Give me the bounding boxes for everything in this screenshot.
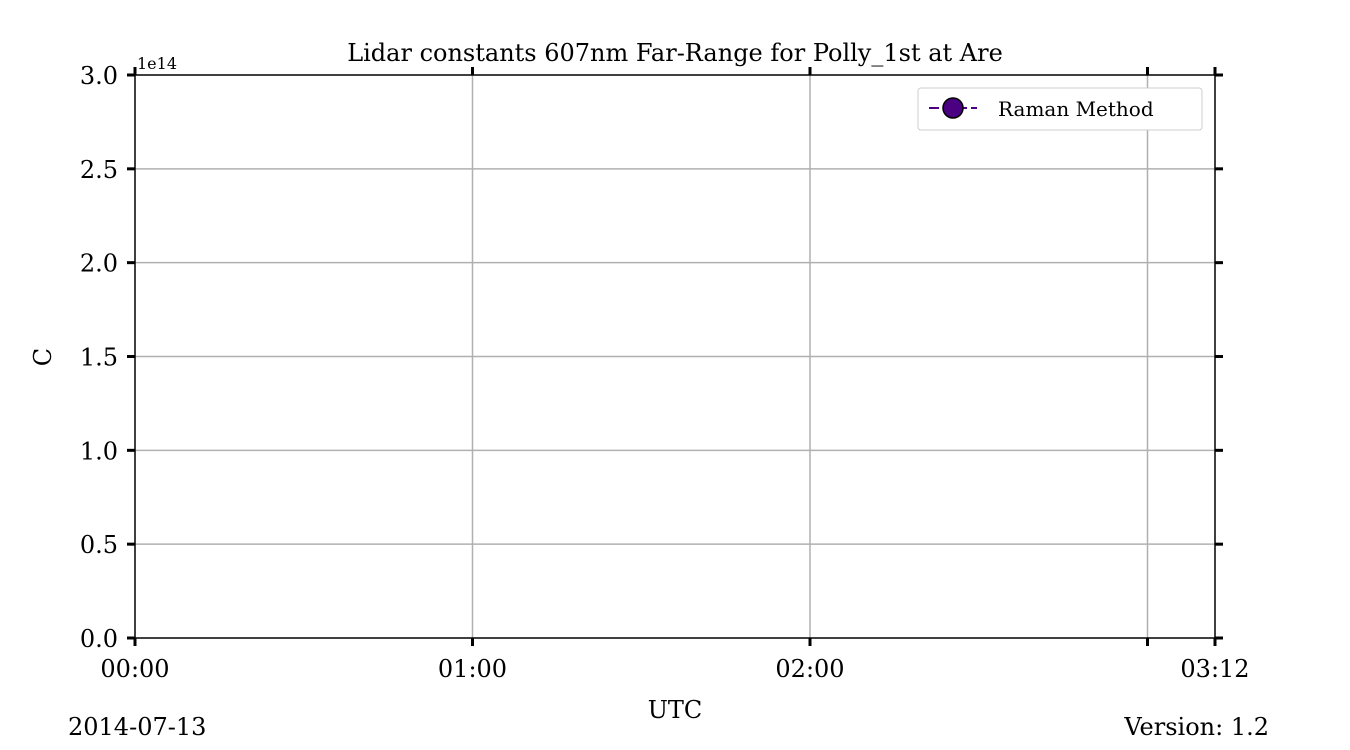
y-tick-label: 3.0 — [80, 62, 118, 90]
y-tick-label: 1.5 — [80, 344, 118, 372]
y-offset-label: 1e14 — [137, 54, 177, 73]
grid-lines — [135, 75, 1215, 638]
x-axis-label: UTC — [648, 696, 703, 724]
chart-title: Lidar constants 607nm Far-Range for Poll… — [347, 39, 1003, 67]
y-tick-label: 2.0 — [80, 250, 118, 278]
x-tick-label: 01:00 — [438, 655, 507, 683]
legend-marker-circle-icon — [942, 97, 964, 119]
footer-version: Version: 1.2 — [1123, 713, 1269, 741]
legend-label-raman-method: Raman Method — [998, 97, 1154, 121]
legend-box — [917, 87, 1203, 131]
y-axis-label: C — [29, 348, 57, 366]
footer-date: 2014-07-13 — [68, 713, 206, 741]
y-tick-label: 2.5 — [80, 156, 118, 184]
y-tick-label: 0.5 — [80, 531, 118, 559]
y-tick-label: 0.0 — [80, 625, 118, 653]
x-tick-label: 02:00 — [775, 655, 844, 683]
x-tick-label: 03:12 — [1180, 655, 1249, 683]
y-tick-label: 1.0 — [80, 437, 118, 465]
legend[interactable]: Raman Method — [917, 87, 1203, 131]
y-axis-ticks: 0.0 0.5 1.0 1.5 2.0 2.5 3.0 — [80, 62, 1223, 653]
x-tick-label: 00:00 — [100, 655, 169, 683]
